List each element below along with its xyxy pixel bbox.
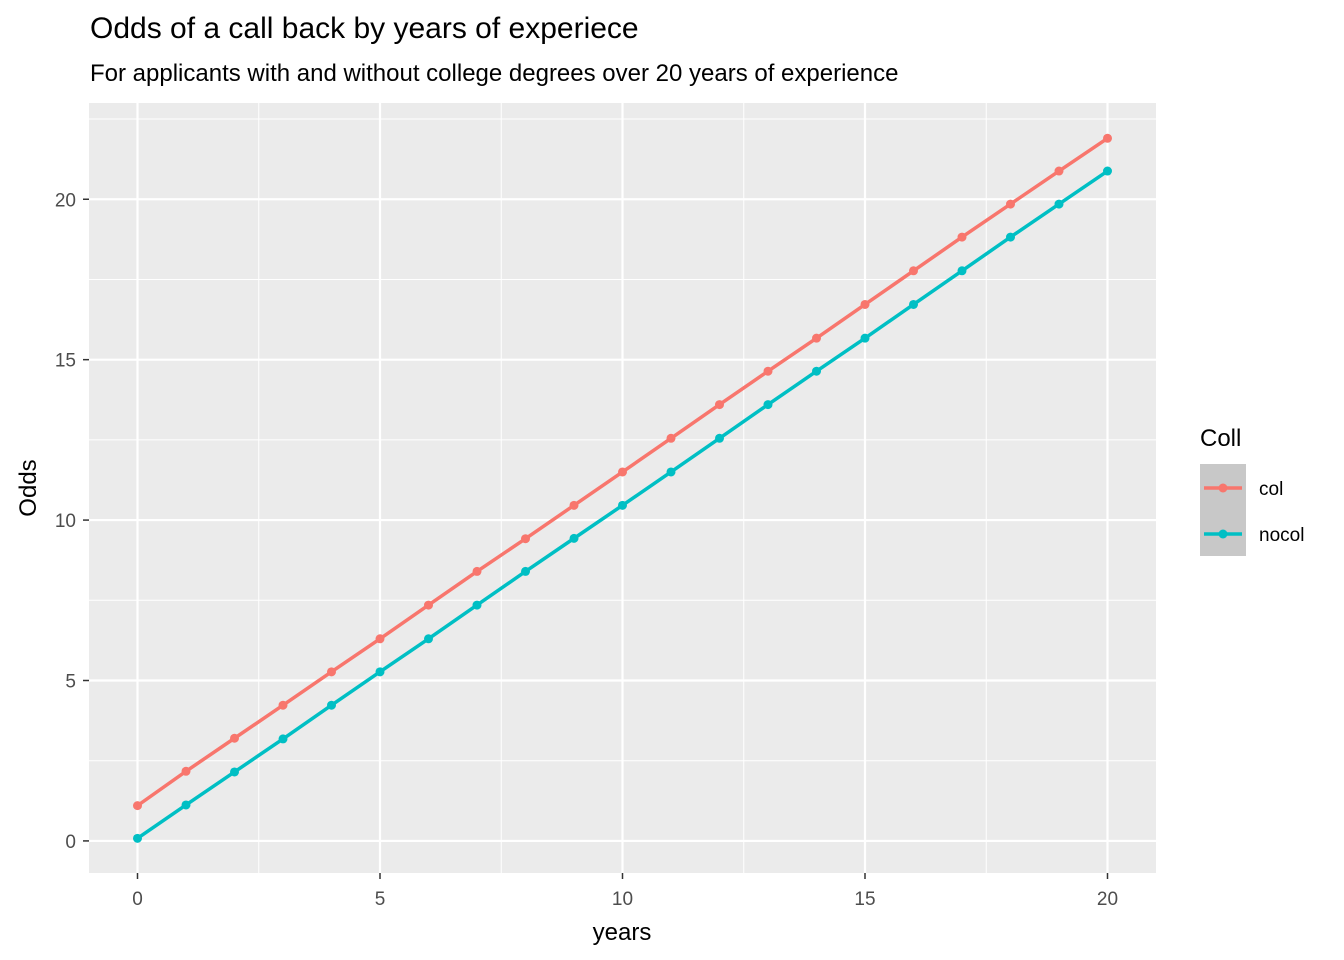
- data-point-col: [860, 299, 870, 309]
- data-point-col: [181, 766, 191, 776]
- x-tick-label: 5: [375, 889, 386, 910]
- data-point-nocol: [763, 400, 773, 410]
- data-point-nocol: [860, 333, 870, 343]
- legend: Coll col nocol: [1200, 425, 1304, 556]
- data-point-col: [424, 600, 433, 610]
- data-point-col: [618, 467, 627, 477]
- data-point-col: [375, 634, 385, 644]
- data-point-col: [715, 400, 724, 410]
- y-tick-label: 10: [55, 511, 76, 532]
- series-col: [133, 133, 1112, 811]
- data-point-col: [472, 566, 482, 576]
- legend-key-point: [1218, 529, 1228, 539]
- data-point-nocol: [424, 634, 433, 644]
- data-point-col: [1006, 199, 1015, 209]
- data-point-col: [1103, 133, 1112, 143]
- data-point-col: [812, 333, 821, 343]
- major-gridlines: [89, 103, 1156, 873]
- data-point-col: [957, 232, 967, 242]
- y-tick-label: 0: [65, 832, 76, 853]
- data-point-nocol: [133, 833, 142, 843]
- data-point-col: [133, 801, 142, 811]
- data-point-col: [521, 534, 530, 544]
- series-layer: [133, 133, 1112, 843]
- data-point-nocol: [909, 299, 918, 309]
- y-tick-label: 5: [65, 672, 76, 693]
- y-tick-label: 20: [55, 190, 76, 211]
- y-tick-label: 15: [55, 351, 76, 372]
- data-point-col: [230, 733, 239, 743]
- legend-title: Coll: [1200, 425, 1241, 452]
- data-point-nocol: [1054, 199, 1064, 209]
- data-point-nocol: [230, 767, 239, 777]
- data-point-nocol: [569, 533, 579, 543]
- legend-key-point: [1218, 483, 1228, 493]
- chart-title: Odds of a call back by years of experiec…: [90, 12, 639, 45]
- data-point-nocol: [181, 800, 191, 810]
- legend-key-background: [1200, 464, 1246, 556]
- data-point-nocol: [1103, 166, 1112, 176]
- y-axis-title: Odds: [15, 459, 42, 516]
- data-point-col: [909, 266, 918, 276]
- data-point-col: [327, 667, 336, 677]
- data-point-nocol: [327, 700, 336, 710]
- data-point-nocol: [715, 433, 724, 443]
- data-point-nocol: [278, 734, 288, 744]
- x-tick-label: 15: [854, 889, 875, 910]
- data-point-nocol: [812, 366, 821, 376]
- data-point-col: [1054, 166, 1064, 176]
- x-tick-label: 20: [1097, 889, 1118, 910]
- data-point-nocol: [521, 566, 530, 576]
- legend-label: col: [1259, 479, 1283, 500]
- data-point-nocol: [1006, 232, 1015, 242]
- series-nocol: [133, 166, 1112, 843]
- legend-item-col: col: [1204, 479, 1283, 500]
- x-axis: 0 5 10 15 20: [132, 873, 1118, 910]
- data-point-col: [569, 500, 579, 510]
- chart-subtitle: For applicants with and without college …: [90, 60, 899, 87]
- legend-label: nocol: [1259, 525, 1304, 546]
- data-point-nocol: [957, 266, 967, 276]
- data-point-nocol: [375, 667, 385, 677]
- data-point-nocol: [472, 600, 482, 610]
- y-axis: 0 5 10 15 20: [55, 190, 89, 853]
- data-point-nocol: [666, 467, 676, 477]
- x-tick-label: 10: [612, 889, 633, 910]
- data-point-col: [666, 433, 676, 443]
- data-point-col: [763, 366, 773, 376]
- x-tick-label: 0: [132, 889, 143, 910]
- legend-item-nocol: nocol: [1204, 525, 1304, 546]
- data-point-col: [278, 700, 288, 710]
- x-axis-title: years: [593, 919, 652, 946]
- data-point-nocol: [618, 500, 627, 510]
